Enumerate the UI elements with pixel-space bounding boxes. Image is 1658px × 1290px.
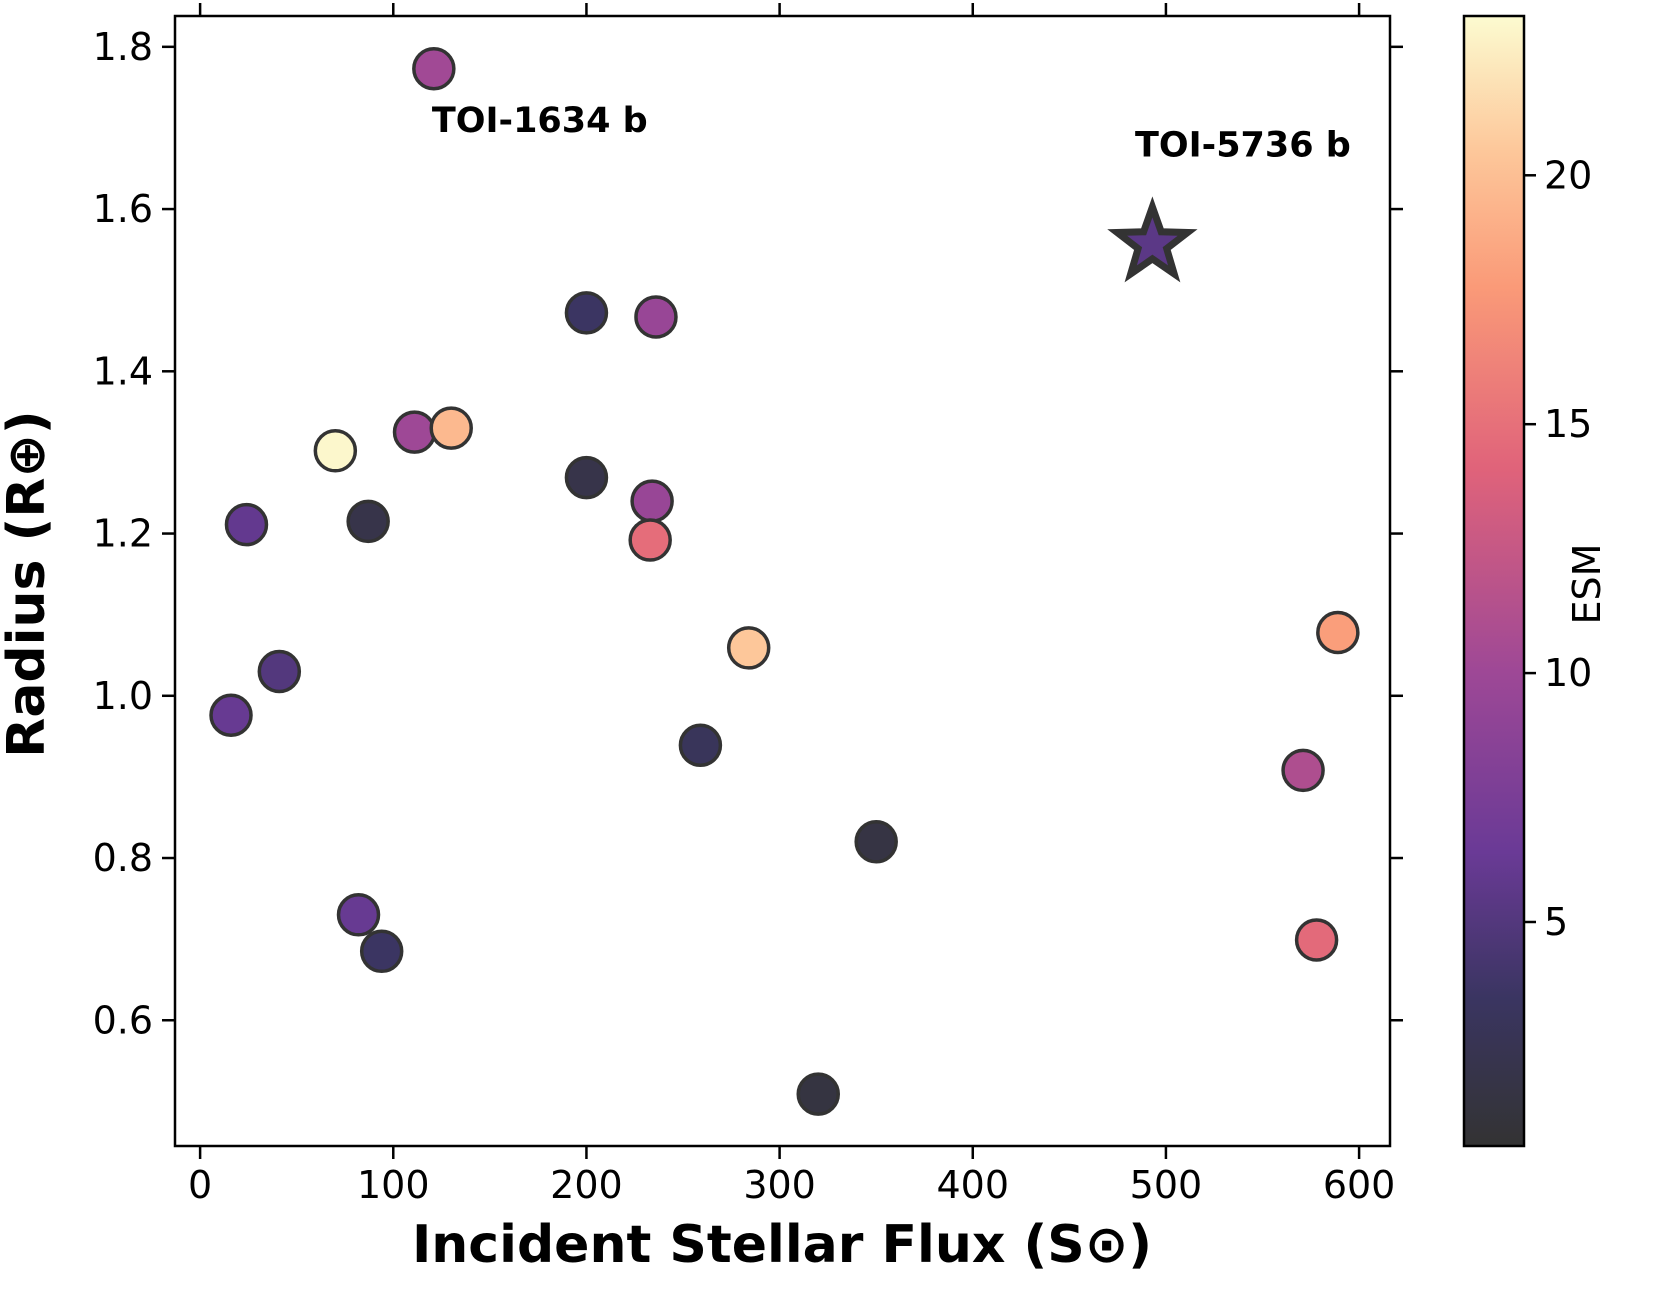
data-point bbox=[336, 893, 381, 937]
x-tick-label: 400 bbox=[937, 1163, 1010, 1207]
data-point bbox=[726, 626, 771, 670]
annotation-label: TOI-1634 b bbox=[432, 101, 648, 141]
data-point bbox=[564, 291, 609, 335]
annotations: TOI-1634 b TOI-5736 b bbox=[432, 101, 1351, 165]
x-tick-label: 200 bbox=[550, 1163, 623, 1207]
x-tick-label: 300 bbox=[743, 1163, 816, 1207]
data-point bbox=[209, 693, 253, 738]
colorbar-gradient bbox=[1462, 14, 1526, 1148]
colorbar-tick-label: 5 bbox=[1544, 900, 1568, 944]
colorbar-tick-label: 10 bbox=[1544, 651, 1592, 695]
y-tick-label: 0.8 bbox=[93, 836, 153, 880]
x-tick-label: 600 bbox=[1323, 1163, 1396, 1207]
plot-area: 0 100 200 300 400 500 600 0.6 0.8 1.0 1.2 1.4 1.6 1.8 bbox=[93, 3, 1403, 1207]
y-tick-label: 0.6 bbox=[93, 998, 153, 1042]
data-point bbox=[392, 410, 437, 454]
data-point bbox=[630, 479, 674, 523]
y-tick-label: 1.6 bbox=[93, 187, 153, 231]
colorbar-tick-label: 15 bbox=[1544, 402, 1592, 446]
x-tick-label: 500 bbox=[1130, 1163, 1203, 1207]
data-point bbox=[796, 1072, 840, 1116]
x-tick-label: 0 bbox=[188, 1163, 212, 1207]
highlight-star-marker bbox=[1107, 196, 1198, 283]
colorbar-title: ESM bbox=[1565, 544, 1609, 625]
y-tick-label: 1.4 bbox=[93, 349, 153, 393]
data-point bbox=[224, 502, 269, 547]
y-tick-label: 1.8 bbox=[93, 25, 153, 69]
y-axis-title: Radius (R⊕) bbox=[0, 410, 57, 757]
x-tick-label: 100 bbox=[357, 1163, 430, 1207]
data-point bbox=[1281, 748, 1325, 793]
x-axis-title: Incident Stellar Flux (S⊙) bbox=[412, 1215, 1152, 1275]
y-tick-label: 1.0 bbox=[93, 674, 153, 718]
data-point bbox=[678, 723, 723, 768]
data-point bbox=[359, 929, 404, 974]
data-point bbox=[854, 820, 898, 864]
data-point bbox=[313, 429, 358, 473]
colorbar-tick-label: 20 bbox=[1544, 153, 1592, 197]
data-point bbox=[257, 649, 302, 694]
colorbar: 5 10 15 20 bbox=[1462, 14, 1592, 1148]
data-points bbox=[209, 46, 1360, 1116]
y-tick-label: 1.2 bbox=[93, 512, 153, 556]
plot-frame bbox=[173, 14, 1392, 1148]
data-point bbox=[564, 455, 609, 500]
data-point bbox=[346, 499, 390, 544]
data-point bbox=[628, 518, 672, 562]
data-point bbox=[1294, 918, 1339, 962]
annotation-label: TOI-5736 b bbox=[1135, 125, 1351, 165]
data-point bbox=[412, 46, 456, 91]
data-point bbox=[1316, 610, 1360, 655]
data-point bbox=[634, 295, 678, 339]
data-point bbox=[429, 406, 473, 450]
